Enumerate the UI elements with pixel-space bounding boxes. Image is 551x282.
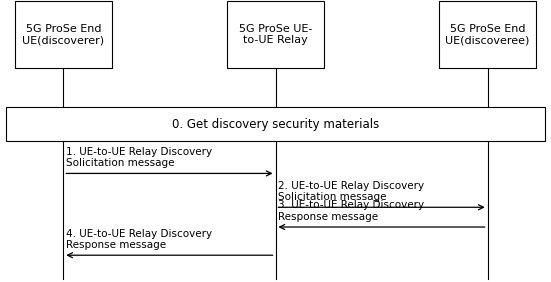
Text: 0. Get discovery security materials: 0. Get discovery security materials <box>172 118 379 131</box>
Text: 3. UE-to-UE Relay Discovery
Response message: 3. UE-to-UE Relay Discovery Response mes… <box>278 200 424 222</box>
Text: 5G ProSe End
UE(discoverer): 5G ProSe End UE(discoverer) <box>22 24 105 45</box>
FancyBboxPatch shape <box>227 1 323 68</box>
Text: 5G ProSe UE-
to-UE Relay: 5G ProSe UE- to-UE Relay <box>239 24 312 45</box>
FancyBboxPatch shape <box>6 107 545 141</box>
Text: 2. UE-to-UE Relay Discovery
Solicitation message: 2. UE-to-UE Relay Discovery Solicitation… <box>278 180 424 202</box>
FancyBboxPatch shape <box>15 1 111 68</box>
FancyBboxPatch shape <box>440 1 536 68</box>
Text: 1. UE-to-UE Relay Discovery
Solicitation message: 1. UE-to-UE Relay Discovery Solicitation… <box>66 147 212 168</box>
Text: 4. UE-to-UE Relay Discovery
Response message: 4. UE-to-UE Relay Discovery Response mes… <box>66 228 212 250</box>
Text: 5G ProSe End
UE(discoveree): 5G ProSe End UE(discoveree) <box>445 24 530 45</box>
